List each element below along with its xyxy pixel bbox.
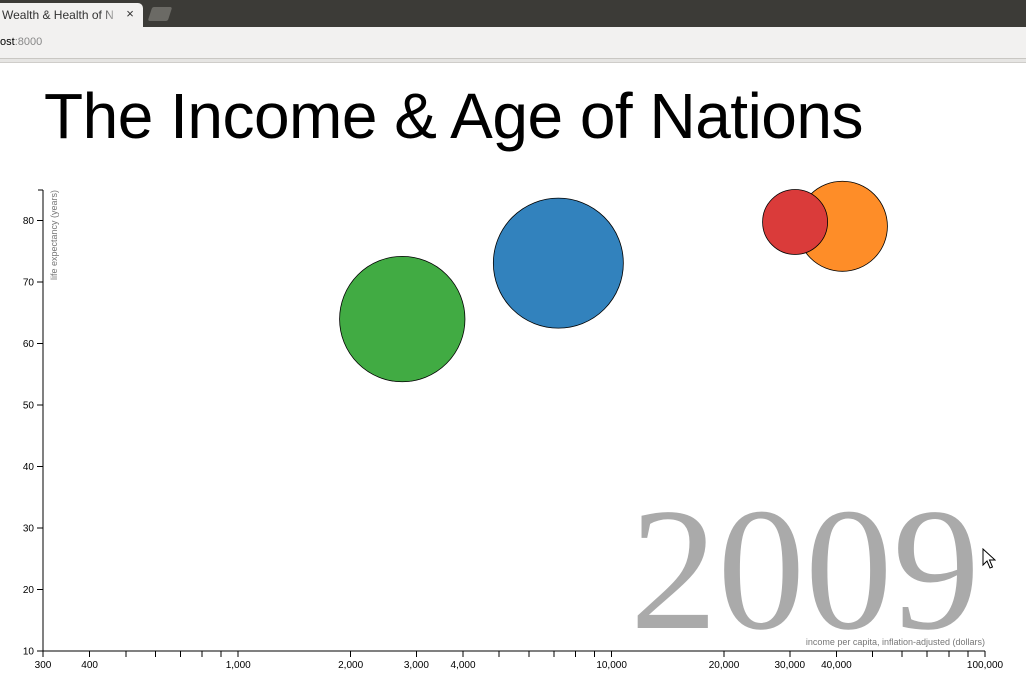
x-tick-label: 2,000 <box>338 660 363 671</box>
x-tick-label: 400 <box>81 660 98 671</box>
url-text[interactable]: ost:8000 <box>0 36 42 48</box>
x-tick-label: 20,000 <box>709 660 740 671</box>
tab-title: Wealth & Health of N <box>2 8 114 22</box>
tab-bar: Wealth & Health of N × <box>0 0 1026 27</box>
data-bubble <box>762 189 828 255</box>
y-tick-label: 80 <box>23 216 35 227</box>
year-label: 2009 <box>630 472 980 666</box>
url-port: :8000 <box>14 36 43 48</box>
y-tick-label: 70 <box>23 278 35 289</box>
x-tick-label: 3,000 <box>404 660 429 671</box>
x-tick-label: 4,000 <box>451 660 476 671</box>
browser-tab[interactable]: Wealth & Health of N × <box>0 3 143 27</box>
x-tick-label: 1,000 <box>226 660 251 671</box>
y-tick-label: 40 <box>23 462 35 473</box>
y-tick-label: 50 <box>23 401 35 412</box>
x-axis-label: income per capita, inflation-adjusted (d… <box>806 637 985 647</box>
x-tick-label: 30,000 <box>774 660 805 671</box>
address-bar[interactable]: ost:8000 <box>0 27 1026 59</box>
close-icon[interactable]: × <box>126 6 134 21</box>
y-tick-label: 10 <box>23 647 35 658</box>
x-tick-label: 10,000 <box>596 660 627 671</box>
x-tick-label: 100,000 <box>967 660 1004 671</box>
data-bubble <box>492 197 624 329</box>
url-host: ost <box>0 36 15 48</box>
mouse-cursor-icon <box>982 548 996 569</box>
y-axis-label: life expectancy (years) <box>49 190 59 280</box>
x-tick-label: 300 <box>35 660 52 671</box>
y-tick-label: 60 <box>23 339 35 350</box>
toolbar-divider <box>0 59 1026 63</box>
y-tick-label: 20 <box>23 585 35 596</box>
y-tick-label: 30 <box>23 524 35 535</box>
page-title: The Income & Age of Nations <box>44 80 863 152</box>
x-tick-label: 40,000 <box>821 660 852 671</box>
data-bubble <box>339 255 466 383</box>
